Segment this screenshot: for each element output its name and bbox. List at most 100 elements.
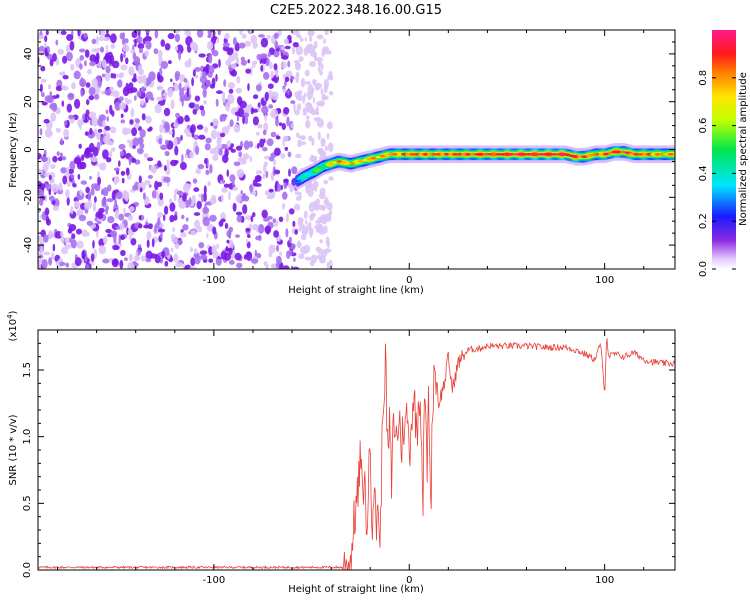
noise-speckle: [111, 190, 116, 201]
noise-speckle: [217, 30, 222, 36]
noise-speckle: [52, 205, 60, 211]
noise-speckle: [245, 68, 252, 74]
noise-speckle: [101, 59, 107, 69]
noise-speckle: [158, 137, 163, 145]
noise-speckle: [40, 78, 47, 83]
noise-speckle: [52, 53, 57, 62]
noise-speckle: [173, 214, 178, 221]
noise-speckle: [105, 65, 111, 74]
noise-speckle: [280, 46, 285, 51]
noise-speckle: [293, 203, 301, 211]
noise-speckle: [48, 230, 54, 240]
snr-xlabel: Height of straight line (km): [288, 584, 424, 595]
noise-speckle: [282, 88, 287, 94]
noise-speckle: [93, 93, 100, 100]
noise-speckle: [249, 66, 253, 76]
noise-speckle: [79, 189, 83, 196]
noise-speckle: [255, 170, 263, 175]
noise-speckle: [132, 184, 139, 191]
noise-speckle: [263, 71, 270, 80]
noise-speckle: [160, 39, 166, 47]
noise-speckle: [97, 128, 103, 133]
noise-speckle: [44, 128, 53, 138]
noise-speckle: [294, 229, 299, 235]
noise-speckle: [252, 94, 259, 100]
noise-speckle: [260, 37, 269, 48]
noise-speckle: [102, 120, 106, 128]
noise-speckle: [189, 41, 197, 50]
noise-speckle: [91, 48, 99, 53]
noise-speckle: [180, 134, 183, 141]
noise-speckle: [221, 179, 226, 184]
noise-speckle: [209, 148, 217, 155]
noise-speckle: [142, 74, 147, 84]
noise-speckle: [310, 86, 315, 94]
noise-speckle: [66, 197, 70, 206]
noise-speckle: [176, 44, 184, 55]
noise-speckle: [70, 239, 77, 249]
noise-speckle: [76, 209, 81, 217]
noise-speckle: [65, 262, 70, 268]
noise-speckle: [238, 151, 243, 158]
noise-speckle: [62, 75, 69, 80]
noise-speckle: [115, 191, 123, 200]
noise-speckle: [292, 46, 295, 55]
noise-speckle: [278, 122, 283, 127]
noise-speckle: [305, 219, 308, 225]
noise-speckle: [224, 252, 232, 261]
noise-speckle: [178, 50, 182, 61]
noise-speckle: [201, 194, 204, 203]
noise-speckle: [309, 30, 315, 36]
noise-speckle: [323, 84, 328, 94]
noise-speckle: [273, 230, 279, 238]
noise-speckle: [78, 214, 87, 222]
noise-speckle: [129, 119, 134, 125]
noise-speckle: [208, 258, 214, 263]
noise-speckle: [316, 57, 323, 63]
noise-speckle: [106, 30, 109, 34]
noise-speckle: [81, 250, 86, 260]
noise-speckle: [94, 86, 101, 95]
noise-speckle: [159, 123, 164, 134]
noise-speckle: [90, 183, 99, 190]
noise-speckle: [171, 237, 179, 244]
noise-speckle: [300, 77, 306, 88]
noise-speckle: [164, 260, 169, 267]
noise-speckle: [306, 103, 313, 112]
spectrogram-ticks: -100 0 100 -40 -20 0 20 40: [23, 29, 675, 286]
noise-speckle: [327, 121, 333, 130]
noise-speckle: [81, 229, 88, 237]
noise-speckle: [211, 35, 218, 41]
noise-speckle: [197, 164, 205, 170]
noise-speckle: [308, 202, 316, 213]
noise-speckle: [265, 170, 269, 179]
noise-speckle: [229, 174, 236, 183]
noise-speckle: [138, 48, 144, 54]
noise-speckle: [135, 250, 138, 261]
noise-speckle: [172, 227, 176, 233]
noise-speckle: [60, 137, 63, 146]
noise-speckle: [245, 251, 253, 261]
noise-speckle: [220, 132, 226, 138]
noise-speckle: [147, 223, 153, 230]
noise-speckle: [203, 185, 207, 195]
noise-speckle: [203, 192, 207, 202]
noise-speckle: [256, 224, 259, 233]
noise-speckle: [295, 45, 303, 56]
noise-speckle: [305, 119, 311, 129]
noise-speckle: [239, 30, 243, 36]
noise-speckle: [101, 188, 105, 195]
noise-speckle: [320, 214, 328, 219]
noise-speckle: [50, 112, 57, 122]
noise-speckle: [77, 173, 81, 180]
noise-speckle: [225, 102, 231, 112]
noise-speckle: [202, 88, 207, 98]
noise-speckle: [215, 98, 219, 107]
noise-speckle: [317, 131, 321, 141]
x-tick-label: -100: [203, 275, 226, 286]
noise-speckle: [122, 86, 130, 97]
noise-speckle: [316, 34, 324, 40]
noise-speckle: [186, 87, 190, 98]
noise-speckle: [186, 148, 190, 156]
noise-speckle: [136, 36, 143, 44]
